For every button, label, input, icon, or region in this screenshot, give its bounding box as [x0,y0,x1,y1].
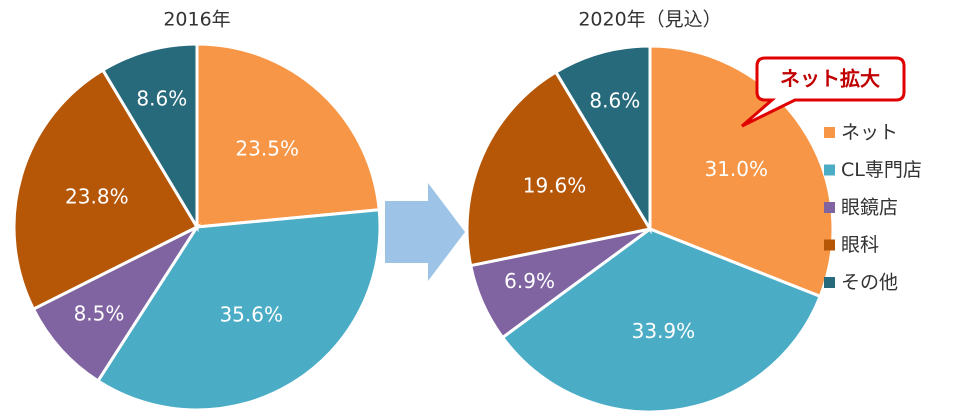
legend-swatch [824,239,835,251]
pie-slice [195,42,381,229]
value-label: 8.6% [589,89,640,113]
legend-label: CL専門店 [841,159,922,181]
value-label: 31.0% [704,157,768,181]
value-label: 19.6% [523,173,587,197]
pie-slice [31,223,202,383]
pie-slice [553,44,652,235]
value-label: 8.6% [136,87,187,111]
legend-label: その他 [841,272,898,294]
chart-title: 2016年 [163,9,230,31]
legend-swatch [824,127,835,138]
value-label: 8.5% [74,302,125,326]
value-label: 23.5% [235,136,299,160]
legend-swatch [824,164,835,176]
value-label: 23.8% [65,184,129,208]
pie-slice [648,44,835,299]
chart-title: 2020年（見込） [578,9,721,31]
legend-label: 眼科 [841,234,879,256]
annotation: ネット拡大 [780,67,880,91]
value-label: 6.9% [504,269,555,293]
arrow [385,183,465,281]
pie-slice [465,70,653,268]
pie-slice [500,227,823,414]
legend-label: 眼鏡店 [841,197,898,219]
pie-slice [12,68,200,312]
value-label: 33.9% [632,319,696,343]
callout [741,56,906,128]
legend-swatch [824,202,835,213]
legend-label: ネット [841,122,898,144]
pie-slice [95,208,382,412]
legend-swatch [824,277,835,288]
pie-slice [100,42,199,233]
value-label: 35.6% [219,303,283,327]
